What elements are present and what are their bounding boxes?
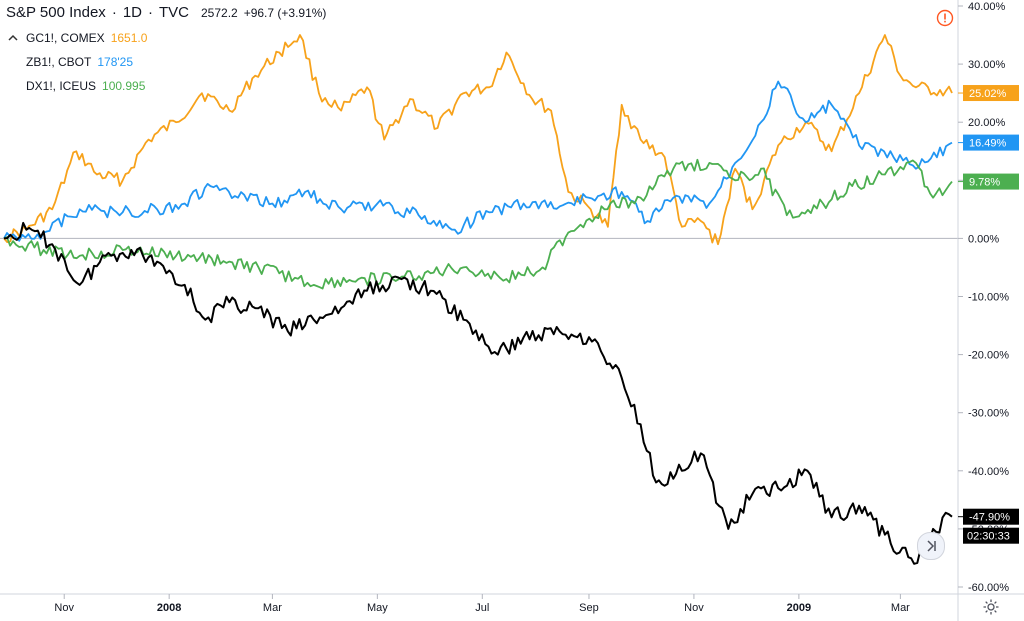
y-tick-label: 30.00% (968, 59, 1006, 71)
price-tag-bg (963, 508, 1019, 525)
main-series-header[interactable]: S&P 500 Index · 1D · TVC 2572.2 +96.7 (+… (6, 4, 326, 26)
series-line (3, 80, 953, 242)
separator: · (111, 4, 117, 21)
x-tick-label: Sep (579, 602, 599, 614)
series-line (3, 34, 953, 246)
alert-icon[interactable] (936, 9, 954, 27)
last-price: 2572.2 (201, 6, 238, 20)
legend-series-name: DX1!, ICEUS (26, 79, 97, 93)
price-change: +96.7 (+3.91%) (243, 6, 327, 20)
legend-item-bond[interactable]: ZB1!, CBOT 178'25 (6, 50, 326, 74)
chevron-up-icon[interactable] (6, 31, 20, 45)
x-tick-label: 2008 (157, 602, 181, 614)
chart-legend: S&P 500 Index · 1D · TVC 2572.2 +96.7 (+… (6, 4, 326, 98)
legend-series-value: 1651.0 (110, 31, 148, 45)
x-tick-label: Mar (891, 602, 910, 614)
x-tick-label: 2009 (787, 602, 811, 614)
countdown-label: 02:30:33 (967, 531, 1010, 543)
exchange-label: TVC (159, 4, 189, 21)
series-line (3, 221, 953, 565)
price-tag-label: 16.49% (969, 138, 1007, 150)
price-tags: 25.02% 16.49% 9.78% -47.90% 02:30:33 (958, 85, 1019, 544)
symbol-name[interactable]: S&P 500 Index (6, 4, 106, 21)
legend-series-name: GC1!, COMEX (26, 31, 105, 45)
legend-item-dollar[interactable]: DX1!, ICEUS 100.995 (6, 74, 326, 98)
y-tick-label: -40.00% (968, 466, 1009, 478)
x-tick-label: Jul (475, 602, 489, 614)
price-tag-bg (963, 85, 1019, 102)
price-tag: 16.49% (958, 134, 1019, 151)
price-tag: 25.02% (958, 85, 1019, 102)
price-tag-label: 9.78% (969, 177, 1000, 189)
price-tag-bg (963, 134, 1019, 151)
separator: · (148, 4, 153, 21)
price-tag: -47.90% (958, 508, 1019, 525)
price-tag-bg (963, 173, 1019, 190)
y-tick-label: 20.00% (968, 117, 1006, 129)
legend-series-value: 100.995 (102, 79, 146, 93)
y-tick-label: -20.00% (968, 350, 1009, 362)
y-tick-label: -30.00% (968, 408, 1009, 420)
series-line (3, 158, 953, 290)
gear-icon[interactable] (982, 598, 1000, 616)
interval-label[interactable]: 1D (122, 4, 142, 21)
legend-spacer (6, 55, 20, 69)
y-tick-label: -60.00% (968, 582, 1009, 594)
countdown-bg (963, 527, 1019, 544)
y-tick-label: 0.00% (968, 233, 999, 245)
price-tag: 9.78% (958, 173, 1019, 190)
x-tick-label: Nov (684, 602, 704, 614)
y-tick-label: -10.00% (968, 292, 1009, 304)
scroll-to-realtime-button[interactable] (917, 532, 945, 560)
price-axis[interactable]: 40.00%30.00%20.00%10.00%0.00%-10.00%-20.… (958, 1, 1009, 594)
countdown-tag: 02:30:33 (963, 527, 1019, 544)
price-tag-label: 25.02% (969, 88, 1007, 100)
x-tick-label: Mar (263, 602, 282, 614)
series-layer (3, 34, 953, 565)
y-tick-label: 40.00% (968, 1, 1006, 13)
time-axis[interactable]: Nov 2008 Mar May Jul Sep Nov 2009 Mar (54, 594, 910, 614)
legend-spacer (6, 79, 20, 93)
x-tick-label: Nov (54, 602, 74, 614)
legend-item-gold[interactable]: GC1!, COMEX 1651.0 (6, 26, 326, 50)
legend-series-value: 178'25 (97, 55, 134, 69)
x-tick-label: May (367, 602, 388, 614)
price-tag-label: -47.90% (969, 512, 1010, 524)
legend-series-name: ZB1!, CBOT (26, 55, 92, 69)
